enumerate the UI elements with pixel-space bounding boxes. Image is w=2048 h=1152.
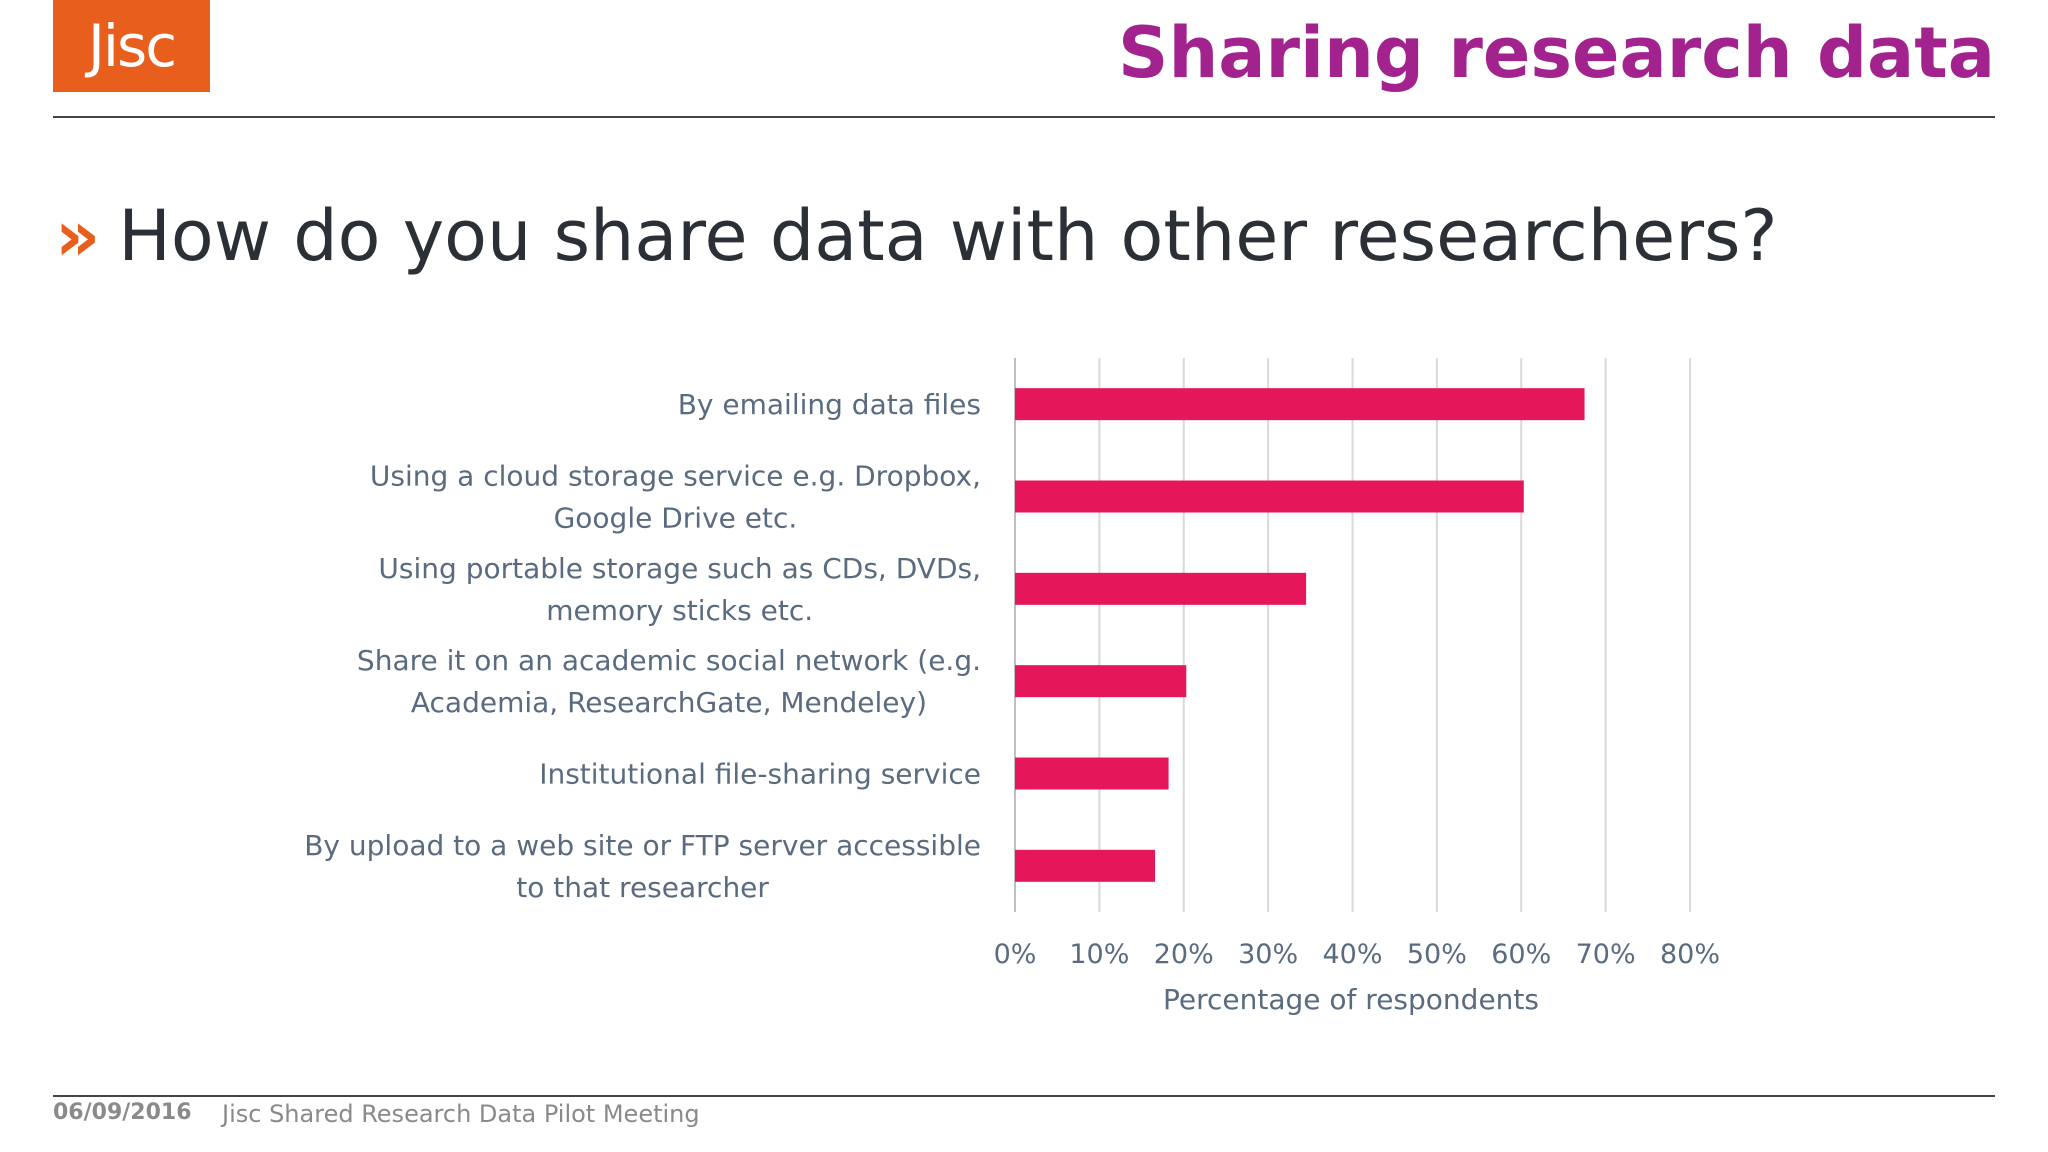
category-label: to that researcher (516, 871, 769, 904)
bar (1015, 388, 1585, 421)
category-label: memory sticks etc. (546, 594, 813, 627)
x-tick-label: 20% (1154, 939, 1214, 970)
question-text: How do you share data with other researc… (118, 195, 1778, 277)
bar (1015, 480, 1524, 513)
category-label: Academia, ResearchGate, Mendeley) (411, 686, 927, 719)
category-label: Using a cloud storage service e.g. Dropb… (370, 460, 981, 493)
footer-divider (53, 1095, 1995, 1097)
category-label: Using portable storage such as CDs, DVDs… (378, 552, 981, 585)
category-label: Google Drive etc. (554, 502, 798, 535)
x-tick-label: 10% (1069, 939, 1129, 970)
header-divider (53, 116, 1995, 118)
chevron-bullet-icon: » (55, 195, 101, 277)
slide-title: Sharing research data (1118, 12, 1995, 94)
footer-date: 06/09/2016 (53, 1100, 192, 1125)
x-tick-label: 70% (1576, 939, 1636, 970)
x-tick-label: 40% (1322, 939, 1382, 970)
bar (1015, 849, 1156, 882)
category-label: Share it on an academic social network (… (357, 644, 981, 677)
x-tick-label: 60% (1491, 939, 1551, 970)
category-label: By emailing data files (678, 388, 981, 421)
bar (1015, 757, 1169, 790)
footer-text: Jisc Shared Research Data Pilot Meeting (222, 1100, 700, 1128)
x-tick-label: 0% (994, 939, 1037, 970)
category-label: By upload to a web site or FTP server ac… (304, 829, 981, 862)
x-tick-label: 30% (1238, 939, 1298, 970)
bar (1015, 572, 1307, 605)
question-heading: » How do you share data with other resear… (55, 195, 1778, 277)
bar (1015, 665, 1187, 698)
jisc-logo: Jisc (53, 0, 210, 92)
category-label: Institutional file-sharing service (539, 758, 981, 791)
x-tick-label: 80% (1660, 939, 1720, 970)
x-axis-label: Percentage of respondents (1163, 983, 1539, 1016)
x-tick-label: 50% (1407, 939, 1467, 970)
